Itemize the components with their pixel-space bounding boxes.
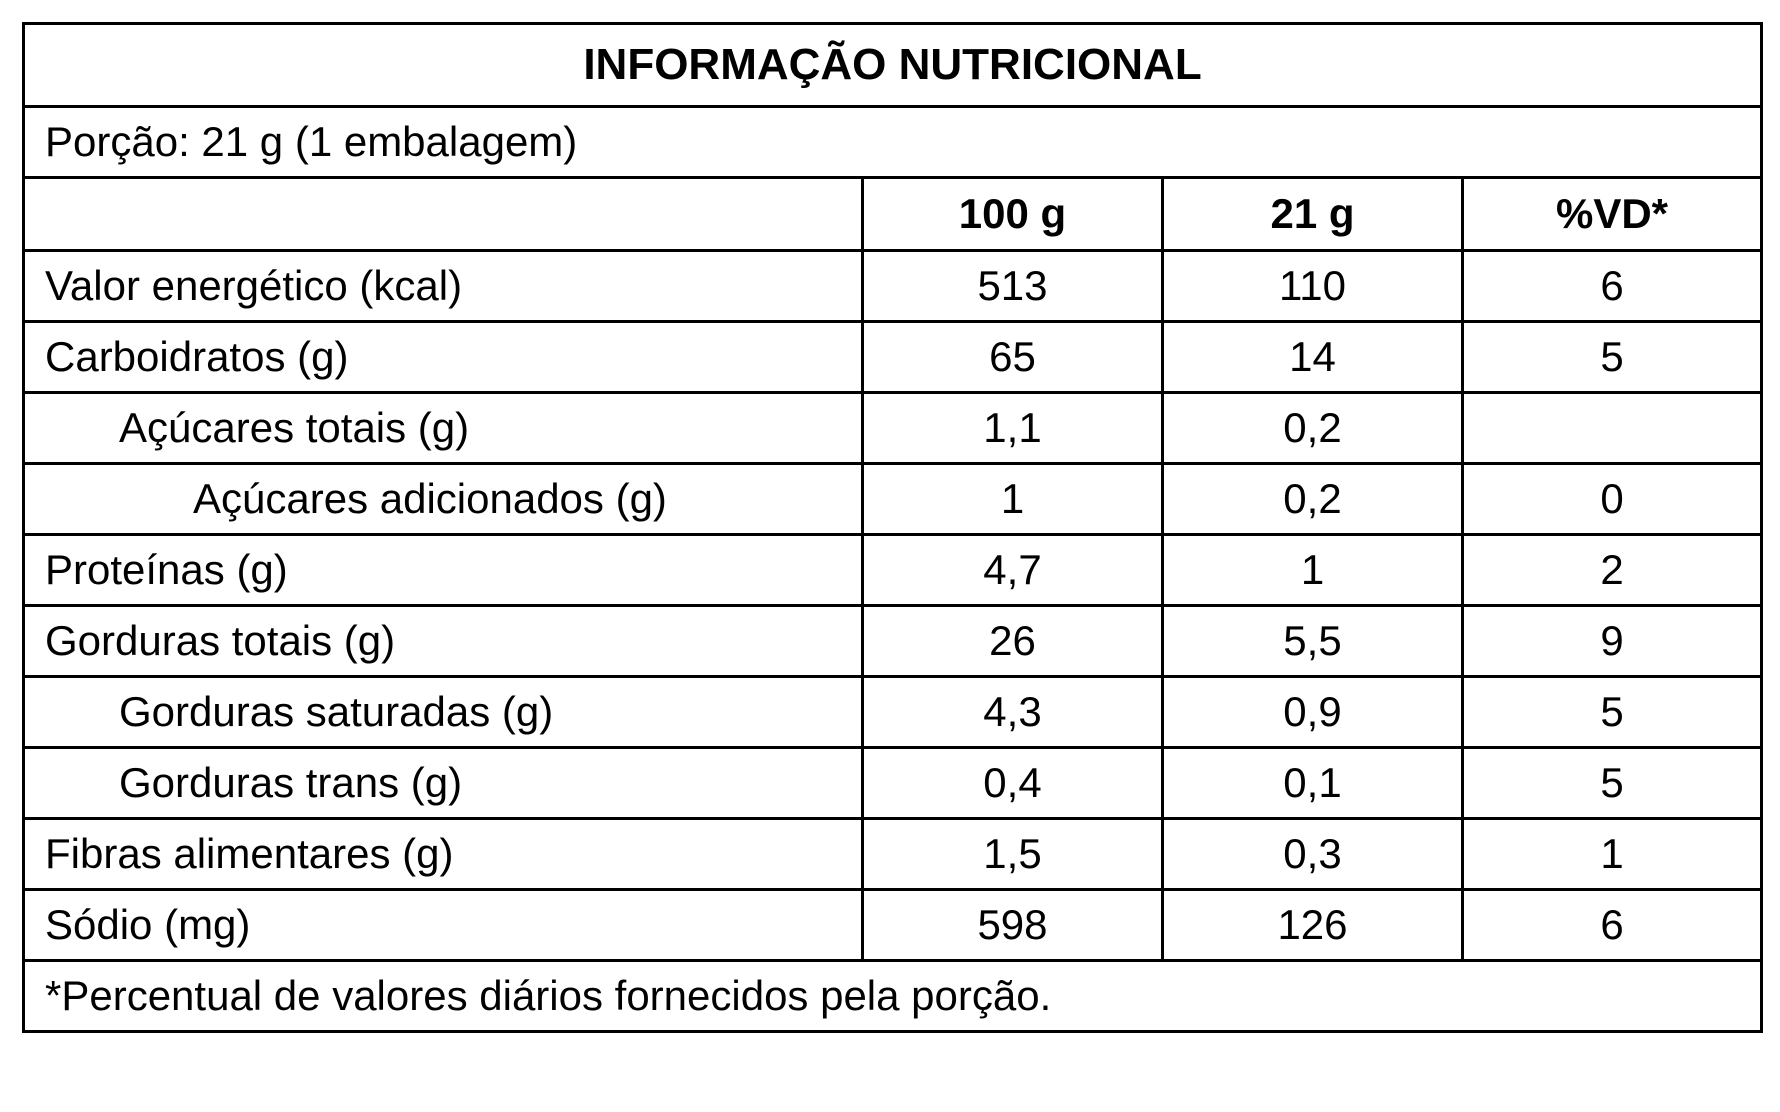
nutrient-row: Gorduras saturadas (g) 4,3 0,9 5	[22, 675, 1764, 749]
nutrient-value: 9	[1460, 604, 1764, 678]
nutrient-value: 2	[1460, 533, 1764, 607]
nutrient-value: 1	[1460, 817, 1764, 891]
nutrient-value: 598	[861, 888, 1164, 962]
nutrient-value: 1	[861, 462, 1164, 536]
nutrient-value: 4,3	[861, 675, 1164, 749]
nutrient-label: Gorduras totais (g)	[22, 604, 864, 678]
nutrient-label: Valor energético (kcal)	[22, 249, 864, 323]
column-header: %VD*	[1460, 176, 1764, 252]
column-header: 21 g	[1161, 176, 1464, 252]
nutrition-table: INFORMAÇÃO NUTRICIONAL Porção: 21 g (1 e…	[21, 22, 1764, 1033]
nutrient-value: 5	[1460, 675, 1764, 749]
nutrient-value: 65	[861, 320, 1164, 394]
nutrient-label: Proteínas (g)	[22, 533, 864, 607]
table-body: INFORMAÇÃO NUTRICIONAL Porção: 21 g (1 e…	[21, 22, 1764, 1033]
nutrient-row: Carboidratos (g) 65 14 5	[22, 320, 1764, 394]
nutrient-label: Gorduras trans (g)	[22, 746, 864, 820]
nutrient-row: Gorduras trans (g) 0,4 0,1 5	[22, 746, 1764, 820]
nutrient-value: 6	[1460, 249, 1764, 323]
nutrient-value: 0,1	[1161, 746, 1464, 820]
nutrient-label: Açúcares adicionados (g)	[22, 462, 864, 536]
nutrient-value: 513	[861, 249, 1164, 323]
nutrient-value: 1,5	[861, 817, 1164, 891]
header-row: 100 g 21 g %VD*	[22, 176, 1764, 252]
nutrient-value: 14	[1161, 320, 1464, 394]
nutrient-row: Gorduras totais (g) 26 5,5 9	[22, 604, 1764, 678]
nutrient-value: 110	[1161, 249, 1464, 323]
nutrient-label: Fibras alimentares (g)	[22, 817, 864, 891]
title-row: INFORMAÇÃO NUTRICIONAL	[21, 22, 1764, 108]
nutrient-row: Açúcares totais (g) 1,1 0,2	[22, 391, 1764, 465]
nutrient-row: Valor energético (kcal) 513 110 6	[22, 249, 1764, 323]
title: INFORMAÇÃO NUTRICIONAL	[21, 22, 1764, 108]
nutrient-label: Sódio (mg)	[22, 888, 864, 962]
nutrient-value: 4,7	[861, 533, 1164, 607]
header-blank	[22, 176, 864, 252]
nutrient-label: Carboidratos (g)	[22, 320, 864, 394]
nutrient-value: 0,4	[861, 746, 1164, 820]
nutrient-value: 126	[1161, 888, 1464, 962]
nutrient-value: 0,9	[1161, 675, 1464, 749]
nutrient-value	[1460, 391, 1764, 465]
nutrient-value: 5,5	[1161, 604, 1464, 678]
nutrient-row: Sódio (mg) 598 126 6	[22, 888, 1764, 962]
serving-row: Porção: 21 g (1 embalagem)	[21, 105, 1764, 179]
footnote: *Percentual de valores diários fornecido…	[21, 959, 1764, 1033]
nutrient-value: 5	[1460, 320, 1764, 394]
nutrient-row: Fibras alimentares (g) 1,5 0,3 1	[22, 817, 1764, 891]
nutrient-value: 0	[1460, 462, 1764, 536]
column-header: 100 g	[861, 176, 1164, 252]
nutrient-value: 26	[861, 604, 1164, 678]
nutrient-value: 1	[1161, 533, 1464, 607]
nutrient-row: Proteínas (g) 4,7 1 2	[22, 533, 1764, 607]
nutrient-value: 0,2	[1161, 391, 1464, 465]
nutrient-value: 6	[1460, 888, 1764, 962]
serving: Porção: 21 g (1 embalagem)	[21, 105, 1764, 179]
nutrient-row: Açúcares adicionados (g) 1 0,2 0	[22, 462, 1764, 536]
nutrient-value: 0,3	[1161, 817, 1464, 891]
nutrient-value: 0,2	[1161, 462, 1464, 536]
nutrient-label: Açúcares totais (g)	[22, 391, 864, 465]
nutrient-value: 1,1	[861, 391, 1164, 465]
nutrient-label: Gorduras saturadas (g)	[22, 675, 864, 749]
footnote-row: *Percentual de valores diários fornecido…	[21, 959, 1764, 1033]
nutrient-value: 5	[1460, 746, 1764, 820]
